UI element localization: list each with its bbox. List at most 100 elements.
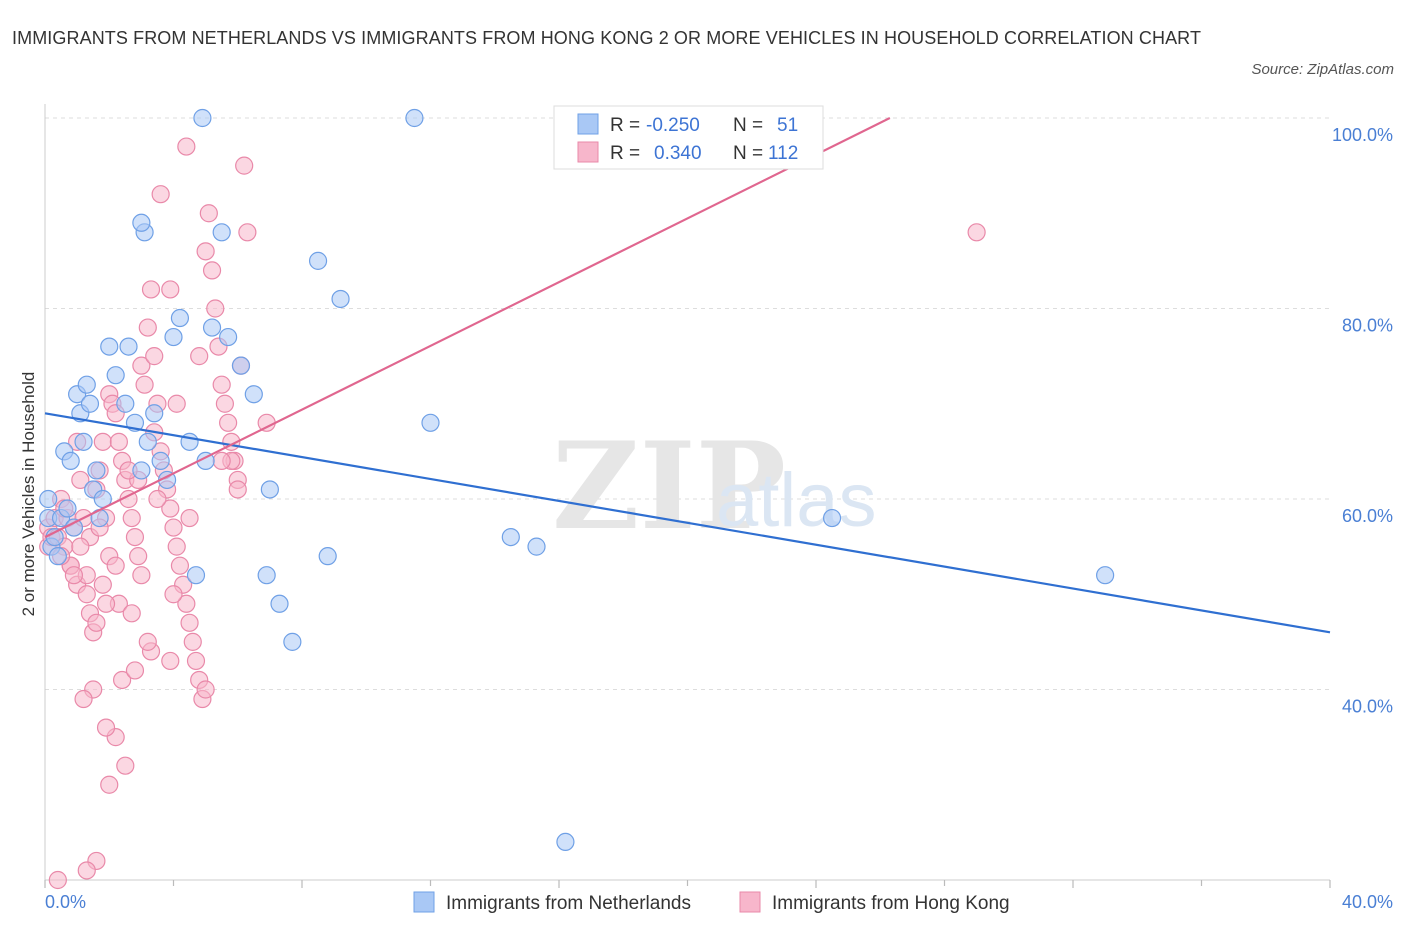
legend-swatch-netherlands — [577, 113, 599, 135]
data-point — [122, 604, 141, 623]
data-point — [206, 299, 225, 318]
data-point — [39, 489, 58, 509]
legend-swatch-hong-kong — [577, 141, 599, 163]
data-point — [196, 242, 215, 261]
legend-n-label-1: N = — [733, 115, 763, 136]
y-tick-label: 60.0% — [1342, 506, 1393, 526]
data-point — [58, 499, 77, 518]
data-point — [100, 337, 119, 356]
legend-n-value-1: 51 — [777, 115, 798, 136]
y-axis-label: 2 or more Vehicles in Household — [19, 372, 38, 617]
data-point — [164, 327, 183, 347]
legend-box — [553, 105, 824, 170]
watermark-atlas: atlas — [716, 458, 877, 543]
data-point — [231, 356, 251, 375]
trend-line — [44, 117, 891, 539]
data-point — [151, 451, 170, 470]
data-point — [138, 632, 157, 651]
data-point — [106, 556, 125, 575]
data-point — [161, 280, 180, 299]
data-point — [270, 594, 289, 613]
trend-lines — [44, 117, 1331, 634]
data-point — [141, 280, 161, 299]
data-point — [48, 547, 67, 566]
data-point — [228, 480, 247, 499]
data-point — [212, 375, 231, 394]
data-point — [112, 670, 132, 690]
data-point — [77, 375, 96, 394]
data-point — [170, 308, 190, 328]
data-point — [257, 566, 276, 585]
data-point — [202, 261, 222, 280]
data-point — [48, 870, 67, 890]
data-point — [170, 556, 190, 575]
bottom-legend-swatch-netherlands — [413, 891, 435, 913]
data-point — [283, 632, 302, 651]
data-point — [186, 651, 206, 671]
data-point — [1096, 566, 1115, 585]
data-point — [527, 537, 546, 556]
data-point — [132, 566, 151, 585]
legend-r-label-1: R = — [610, 115, 640, 136]
data-point — [145, 404, 164, 423]
data-point — [116, 394, 135, 413]
data-point — [100, 775, 119, 794]
x-tick-labels: 0.0% 40.0% — [45, 892, 1393, 912]
data-point — [421, 413, 440, 432]
chart-title: IMMIGRANTS FROM NETHERLANDS VS IMMIGRANT… — [12, 28, 1202, 48]
series-immigrants-from-netherlands — [39, 108, 1115, 852]
bottom-legend-swatch-hong-kong — [739, 891, 761, 913]
data-point — [212, 451, 231, 470]
series-immigrants-from-hong-kong — [39, 137, 986, 890]
data-point — [132, 461, 151, 480]
data-point — [244, 385, 263, 404]
data-point — [405, 108, 424, 128]
series-legend: Immigrants from Netherlands Immigrants f… — [413, 891, 1010, 914]
data-point — [183, 632, 202, 651]
data-point — [235, 156, 254, 175]
bottom-legend-label-netherlands: Immigrants from Netherlands — [446, 893, 691, 914]
trend-line — [44, 412, 1331, 634]
data-point — [196, 680, 215, 699]
data-point — [161, 499, 180, 518]
data-point — [80, 394, 100, 413]
data-point — [132, 213, 151, 232]
data-point — [967, 223, 986, 242]
data-point — [151, 185, 170, 204]
x-tick-label: 40.0% — [1342, 892, 1393, 912]
data-point — [116, 756, 135, 775]
data-point — [308, 251, 328, 270]
data-point — [71, 537, 90, 556]
y-tick-label: 80.0% — [1342, 316, 1393, 336]
legend-n-value-2: 112 — [768, 143, 798, 164]
data-point — [212, 223, 231, 242]
x-tick-label: 0.0% — [45, 892, 86, 912]
data-point — [77, 861, 96, 880]
data-point — [177, 137, 196, 156]
data-point — [64, 566, 84, 585]
legend-r-value-2: 0.340 — [654, 143, 702, 164]
data-point — [122, 508, 141, 528]
watermark: ZIP atlas — [552, 416, 877, 557]
data-point — [202, 318, 222, 337]
data-point — [199, 204, 218, 223]
data-point — [180, 613, 199, 632]
data-point — [318, 547, 337, 566]
data-point — [129, 547, 148, 566]
legend-r-value-1: -0.250 — [646, 115, 700, 136]
data-point — [822, 508, 842, 528]
data-point — [135, 375, 154, 394]
y-tick-label: 100.0% — [1332, 125, 1393, 145]
data-point — [177, 594, 196, 613]
legend-r-label-2: R = — [610, 143, 640, 164]
data-point — [180, 508, 199, 528]
y-tick-label: 40.0% — [1342, 697, 1393, 717]
data-point — [167, 394, 186, 413]
y-tick-labels: 40.0% 60.0% 80.0% 100.0% — [1332, 125, 1393, 717]
data-point — [74, 689, 93, 709]
data-point — [125, 661, 145, 680]
data-point — [556, 832, 575, 852]
chart-source: Source: ZipAtlas.com — [1251, 61, 1394, 78]
data-point — [74, 432, 93, 451]
